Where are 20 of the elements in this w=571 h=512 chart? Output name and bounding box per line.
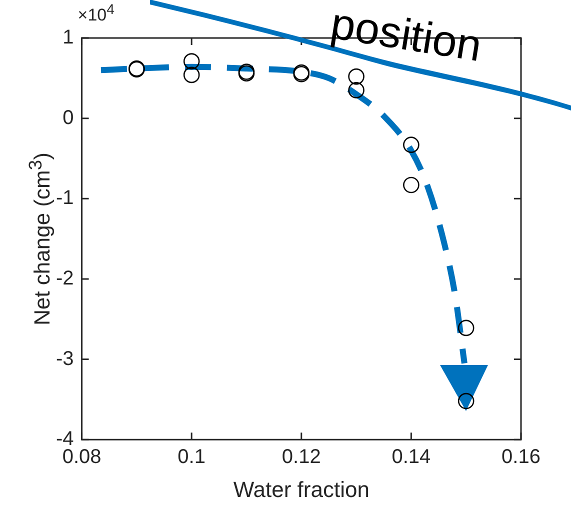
x-axis-title: Water fraction [233, 476, 370, 502]
point [348, 82, 364, 98]
x-tick-label: 0.1 [178, 446, 206, 468]
y-tick-label: -2 [56, 267, 74, 290]
point [183, 66, 200, 84]
point [183, 53, 200, 70]
point [403, 136, 420, 153]
x-tick-label: 0.14 [392, 446, 431, 468]
point [458, 320, 474, 336]
x-tick-label: 0.12 [282, 446, 321, 468]
text: ×10$^{4}$ [78, 2, 114, 26]
x-tick-label: 0.16 [502, 446, 540, 468]
point [403, 176, 420, 194]
y-tick-label: 1 [62, 26, 74, 49]
y-tick-label: 0 [62, 106, 74, 129]
annotation: position [327, 0, 485, 72]
point [458, 392, 474, 410]
y-tick-label: -1 [56, 187, 74, 210]
point [348, 68, 364, 85]
y-tick-label: -3 [56, 348, 74, 370]
